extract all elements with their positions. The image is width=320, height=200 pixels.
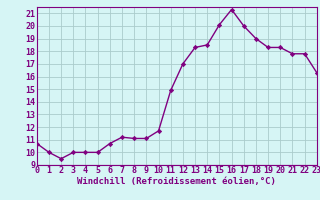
X-axis label: Windchill (Refroidissement éolien,°C): Windchill (Refroidissement éolien,°C)	[77, 177, 276, 186]
